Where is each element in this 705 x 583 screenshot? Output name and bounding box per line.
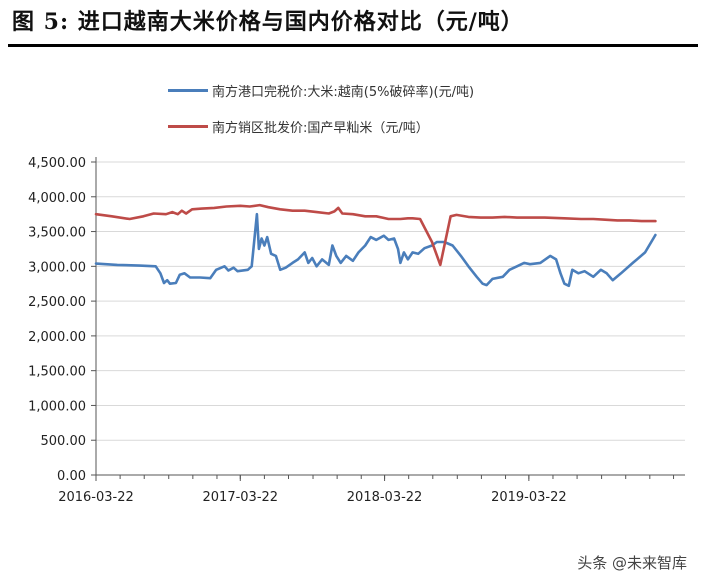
y-tick-label: 0.00 [57,469,86,484]
x-tick-label: 2017-03-22 [203,490,279,505]
chart-legend: 南方港口完税价:大米:越南(5%破碎率)(元/吨) 南方销区批发价:国产早籼米（… [168,78,474,150]
legend-label-series-1: 南方销区批发价:国产早籼米（元/吨） [212,120,429,136]
x-tick-label: 2016-03-22 [58,490,134,505]
series-lines [94,203,657,288]
series-line-1 [94,203,657,267]
title-divider [8,44,698,47]
watermark: 头条 @未来智库 [571,550,693,575]
x-tick-label: 2018-03-22 [347,490,423,505]
legend-item-series-0: 南方港口完税价:大米:越南(5%破碎率)(元/吨) [168,78,474,102]
y-tick-label: 1,000.00 [28,399,86,414]
y-tick-label: 2,000.00 [28,330,86,345]
grid-lines [96,161,685,441]
y-tick-label: 3,000.00 [28,260,86,275]
legend-label-series-0: 南方港口完税价:大米:越南(5%破碎率)(元/吨) [212,84,475,100]
y-tick-label: 3,500.00 [28,226,86,241]
series-line-0 [94,212,657,288]
legend-item-series-1: 南方销区批发价:国产早籼米（元/吨） [168,114,474,138]
y-tick-label: 1,500.00 [28,365,86,380]
legend-swatch-series-0 [168,88,208,92]
x-tick-label: 2019-03-22 [491,490,567,505]
y-tick-label: 4,500.00 [28,156,86,171]
figure-title: 图 5: 进口越南大米价格与国内价格对比（元/吨） [12,9,524,35]
y-tick-label: 2,500.00 [28,295,86,310]
y-tick-labels: 4,500.00 4,000.00 3,500.00 3,000.00 2,500.00… [28,156,86,484]
legend-swatch-series-1 [168,124,208,128]
x-tick-labels: 2016-03-22 2017-03-22 2018-03-22 2019-03-22 [58,490,566,505]
axes [91,157,685,481]
y-tick-label: 4,000.00 [28,191,86,206]
y-tick-label: 500.00 [41,434,87,449]
